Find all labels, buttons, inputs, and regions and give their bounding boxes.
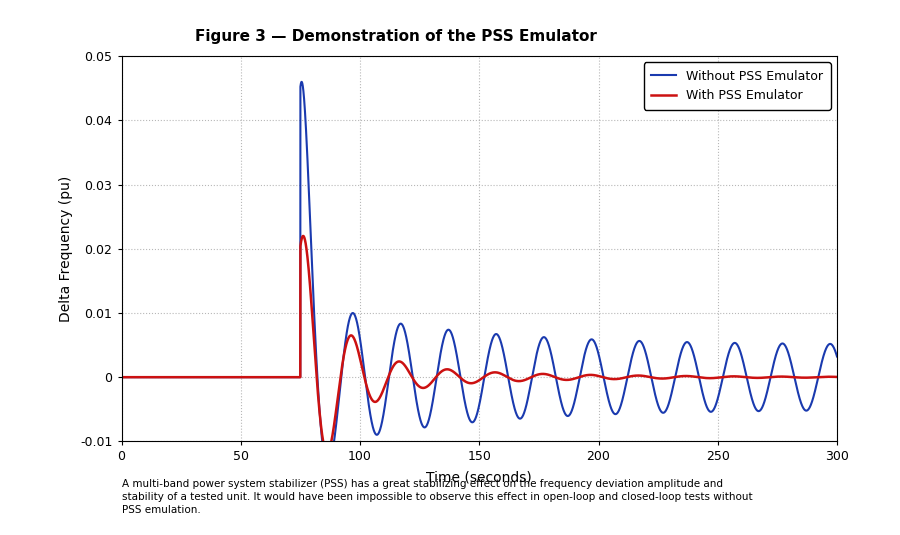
Without PSS Emulator — [116, 374, 127, 380]
X-axis label: Time (seconds): Time (seconds) — [427, 470, 532, 484]
Without PSS Emulator — [436, 341, 447, 348]
Without PSS Emulator — [290, 374, 301, 380]
Without PSS Emulator — [322, 463, 333, 469]
Text: Figure 3 — Demonstration of the PSS Emulator: Figure 3 — Demonstration of the PSS Emul… — [195, 29, 597, 44]
With PSS Emulator — [283, 374, 293, 380]
With PSS Emulator — [116, 374, 127, 380]
Without PSS Emulator — [826, 341, 837, 348]
Y-axis label: Delta Frequency (pu): Delta Frequency (pu) — [59, 175, 73, 322]
Without PSS Emulator — [386, 356, 397, 363]
With PSS Emulator — [832, 374, 842, 380]
With PSS Emulator — [826, 373, 837, 380]
Without PSS Emulator — [283, 374, 293, 380]
Line: Without PSS Emulator: Without PSS Emulator — [122, 82, 837, 466]
Legend: Without PSS Emulator, With PSS Emulator: Without PSS Emulator, With PSS Emulator — [644, 63, 831, 110]
Text: A multi-band power system stabilizer (PSS) has a great stabilizing effect on the: A multi-band power system stabilizer (PS… — [122, 479, 752, 515]
Line: With PSS Emulator: With PSS Emulator — [122, 236, 837, 452]
With PSS Emulator — [290, 374, 301, 380]
With PSS Emulator — [386, 366, 397, 373]
With PSS Emulator — [286, 374, 297, 380]
Without PSS Emulator — [286, 374, 297, 380]
With PSS Emulator — [436, 368, 447, 374]
Without PSS Emulator — [832, 353, 842, 360]
With PSS Emulator — [321, 449, 332, 455]
Without PSS Emulator — [296, 79, 307, 85]
With PSS Emulator — [298, 233, 309, 239]
